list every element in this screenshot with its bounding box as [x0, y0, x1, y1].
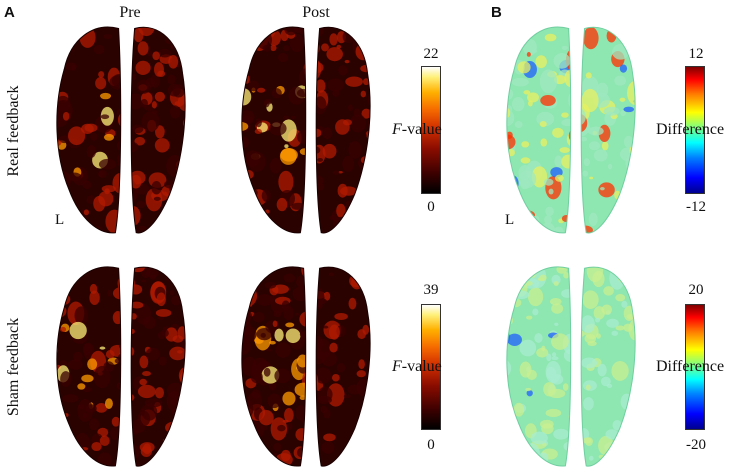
colorbar-sham-fvalue-min: 0: [427, 437, 435, 453]
brain-map-real-post: [241, 26, 371, 234]
column-title-post: Post: [302, 4, 330, 21]
colorbar-sham-difference: [685, 304, 705, 430]
hemisphere-label-left-b: L: [505, 212, 515, 228]
colorbar-real-diff-max: 12: [688, 46, 704, 62]
colorbar-real-diff-title: Difference: [656, 121, 725, 138]
brain-map-real-pre: [56, 26, 186, 234]
panel-a-letter: A: [4, 4, 15, 21]
hemisphere-label-left-a: L: [55, 212, 65, 228]
colorbar-sham-diff-max: 20: [688, 282, 704, 298]
colorbar-real-difference: [685, 66, 705, 194]
colorbar-sham-diff-min: -20: [686, 437, 706, 453]
row-label-real-feedback: Real feedback: [5, 85, 22, 177]
row-label-sham-feedback: Sham feedback: [5, 317, 22, 417]
colorbar-sham-fvalue-title: F-value: [392, 358, 442, 375]
colorbar-real-diff-min: -12: [686, 199, 706, 215]
brain-map-real-difference: [506, 26, 636, 234]
column-title-pre: Pre: [119, 4, 141, 21]
panel-b-letter: B: [491, 4, 502, 21]
colorbar-sham-diff-title: Difference: [656, 358, 725, 375]
brain-map-sham-difference: [506, 266, 636, 467]
colorbar-real-fvalue-max: 22: [423, 46, 439, 62]
colorbar-sham-fvalue-max: 39: [423, 282, 439, 298]
colorbar-sham-fvalue: [421, 304, 441, 430]
colorbar-real-fvalue: [421, 66, 441, 194]
colorbar-real-fvalue-min: 0: [427, 199, 435, 215]
brain-map-sham-post: [241, 266, 371, 467]
brain-map-sham-pre: [56, 266, 186, 467]
colorbar-real-fvalue-title: F-value: [392, 121, 442, 138]
